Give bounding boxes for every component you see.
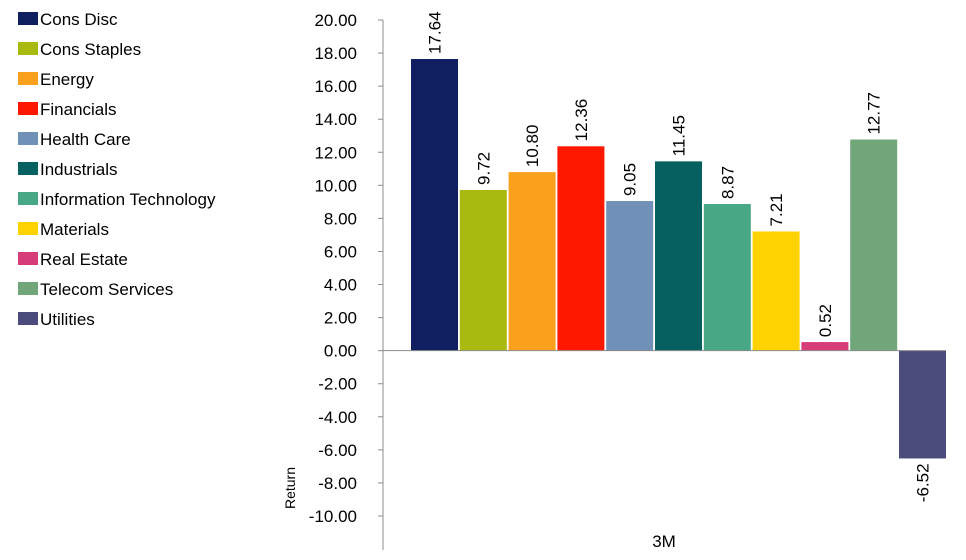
bar	[899, 350, 946, 459]
y-tick-label: 14.00	[314, 110, 357, 129]
bar	[411, 59, 458, 351]
bar	[606, 201, 654, 351]
y-axis-label: Return	[282, 467, 298, 509]
legend-item: Energy	[18, 70, 94, 89]
bar	[655, 161, 702, 351]
legend-label: Utilities	[40, 310, 95, 329]
legend-swatch	[18, 192, 38, 205]
legend-label: Telecom Services	[40, 280, 173, 299]
y-tick-label: -6.00	[318, 441, 357, 460]
y-axis: 20.00 18.00 16.00 14.00 12.00 10.00 8.00 6.00 4.…	[282, 11, 384, 550]
data-label: 0.52	[816, 304, 835, 337]
y-tick-label: 20.00	[314, 11, 357, 30]
bar	[801, 342, 849, 351]
data-label: 12.36	[572, 99, 591, 142]
legend-item: Telecom Services	[18, 280, 173, 299]
legend-item: Utilities	[18, 310, 95, 329]
bar	[703, 204, 751, 351]
y-tick-label: -4.00	[318, 408, 357, 427]
data-label: -6.52	[914, 463, 933, 502]
y-tick-label: 4.00	[324, 276, 357, 295]
legend-swatch	[18, 42, 38, 55]
legend-swatch	[18, 132, 38, 145]
x-category-label: 3M	[652, 532, 676, 551]
legend-swatch	[18, 72, 38, 85]
legend-item: Real Estate	[18, 250, 128, 269]
legend-swatch	[18, 312, 38, 325]
legend-swatch	[18, 102, 38, 115]
legend-item: Materials	[18, 220, 109, 239]
legend-label: Cons Staples	[40, 40, 141, 59]
data-label: 9.72	[474, 152, 493, 185]
legend-label: Cons Disc	[40, 10, 118, 29]
legend-label: Information Technology	[40, 190, 216, 209]
data-label: 9.05	[621, 163, 640, 196]
y-tick-label: 12.00	[314, 143, 357, 162]
legend-swatch	[18, 162, 38, 175]
y-tick-label: -10.00	[309, 507, 357, 526]
data-label: 8.87	[718, 166, 737, 199]
y-tick-label: -2.00	[318, 375, 357, 394]
legend-item: Financials	[18, 100, 117, 119]
legend-label: Energy	[40, 70, 94, 89]
y-tick-label: 10.00	[314, 176, 357, 195]
y-tick-label: 2.00	[324, 309, 357, 328]
y-tick-label: 6.00	[324, 242, 357, 261]
legend-swatch	[18, 282, 38, 295]
y-tick-label: -8.00	[318, 474, 357, 493]
data-label: 12.77	[865, 92, 884, 135]
bar	[752, 231, 800, 351]
y-tick-label: 8.00	[324, 209, 357, 228]
legend-label: Health Care	[40, 130, 131, 149]
data-label: 17.64	[426, 11, 445, 54]
data-label: 11.45	[670, 115, 689, 156]
legend: Cons Disc Cons Staples Energy Financials Hea…	[18, 10, 216, 329]
legend-label: Real Estate	[40, 250, 128, 269]
y-tick-label: 16.00	[314, 77, 357, 96]
data-label: 10.80	[523, 125, 542, 168]
legend-label: Materials	[40, 220, 109, 239]
legend-item: Industrials	[18, 160, 117, 179]
legend-swatch	[18, 252, 38, 265]
legend-label: Industrials	[40, 160, 117, 179]
legend-item: Cons Staples	[18, 40, 141, 59]
legend-item: Information Technology	[18, 190, 216, 209]
bar	[459, 189, 507, 351]
legend-swatch	[18, 222, 38, 235]
bars: 17.64 9.72 10.80 12.36 9.05 11.45 8.87 7.21 0.52…	[411, 11, 946, 502]
legend-swatch	[18, 12, 38, 25]
bar	[850, 139, 898, 351]
legend-label: Financials	[40, 100, 117, 119]
legend-item: Health Care	[18, 130, 131, 149]
data-label: 7.21	[767, 193, 786, 226]
y-tick-label: 0.00	[324, 342, 357, 361]
bar	[508, 172, 556, 351]
y-tick-label: 18.00	[314, 44, 357, 63]
bar	[557, 146, 605, 351]
legend-item: Cons Disc	[18, 10, 118, 29]
x-axis: 3M	[383, 350, 946, 551]
